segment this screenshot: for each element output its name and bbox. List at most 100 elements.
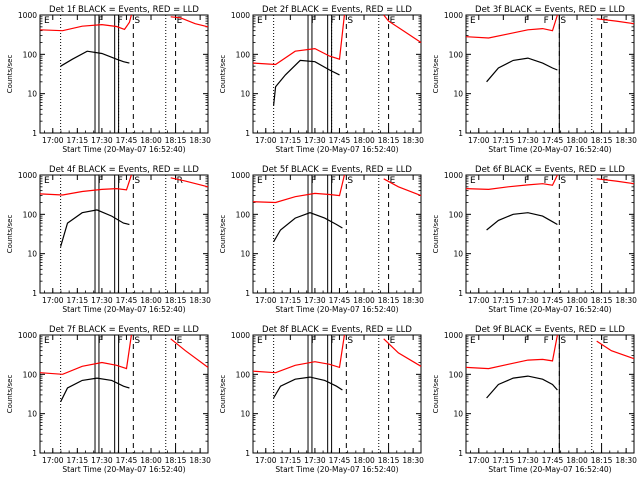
chart-panel-5: Det 5f BLACK = Events, RED = LLD 1 10 100 10… bbox=[219, 165, 424, 314]
series-lld-line bbox=[383, 14, 422, 43]
y-axis-label: Counts/sec bbox=[6, 375, 14, 414]
series-lld-line bbox=[465, 174, 558, 191]
y-tick-label: 100 bbox=[449, 210, 464, 219]
y-tick-label: 1000 bbox=[231, 171, 250, 180]
x-tick-label: 17:00 bbox=[42, 456, 64, 465]
marker-letter: S bbox=[347, 336, 353, 346]
series-lld-line bbox=[252, 334, 345, 374]
x-tick-label: 17:00 bbox=[468, 456, 490, 465]
x-axis-label: Start Time (20-May-07 16:52:40) bbox=[275, 145, 398, 154]
x-tick-label: 18:15 bbox=[165, 456, 187, 465]
x-tick-label: 17:30 bbox=[517, 456, 539, 465]
x-tick-label: 17:30 bbox=[304, 296, 326, 305]
chart-panel-6: Det 6f BLACK = Events, RED = LLD 1 10 100 10… bbox=[432, 165, 637, 314]
y-tick-label: 1 bbox=[245, 129, 250, 138]
x-tick-label: 18:15 bbox=[591, 296, 613, 305]
marker-letter: S bbox=[134, 336, 140, 346]
x-tick-label: 17:00 bbox=[468, 136, 490, 145]
x-tick-label: 18:30 bbox=[615, 296, 637, 305]
x-tick-label: 17:00 bbox=[255, 456, 277, 465]
x-tick-label: 18:30 bbox=[402, 456, 424, 465]
x-axis-label: Start Time (20-May-07 16:52:40) bbox=[62, 305, 185, 314]
x-tick-label: 17:15 bbox=[493, 296, 515, 305]
y-tick-label: 1000 bbox=[18, 171, 37, 180]
x-tick-label: 17:45 bbox=[329, 456, 351, 465]
marker-letter: E bbox=[44, 336, 50, 346]
marker-letter: S bbox=[134, 16, 140, 26]
x-tick-label: 17:30 bbox=[91, 296, 113, 305]
y-tick-label: 10 bbox=[240, 90, 250, 99]
x-tick-label: 17:15 bbox=[67, 456, 89, 465]
marker-letter: E bbox=[603, 16, 609, 26]
x-axis-label: Start Time (20-May-07 16:52:40) bbox=[62, 145, 185, 154]
chart-panel-7: Det 7f BLACK = Events, RED = LLD 1 10 100 10… bbox=[6, 325, 211, 474]
x-tick-label: 18:30 bbox=[402, 296, 424, 305]
marker-letter: E bbox=[177, 16, 183, 26]
marker-letter: E bbox=[470, 336, 476, 346]
x-tick-label: 18:15 bbox=[591, 136, 613, 145]
x-tick-label: 17:00 bbox=[255, 136, 277, 145]
x-tick-label: 18:30 bbox=[615, 136, 637, 145]
y-axis-label: Counts/sec bbox=[219, 375, 227, 414]
x-axis-label: Start Time (20-May-07 16:52:40) bbox=[275, 465, 398, 474]
x-tick-label: 17:45 bbox=[116, 456, 138, 465]
marker-letter: F bbox=[311, 176, 316, 186]
series-events-line bbox=[486, 375, 558, 399]
y-tick-label: 1000 bbox=[231, 331, 250, 340]
plot-frame bbox=[252, 334, 422, 454]
marker-letter: F bbox=[524, 336, 529, 346]
plot-frame bbox=[252, 14, 422, 134]
chart-title: Det 6f BLACK = Events, RED = LLD bbox=[475, 165, 625, 175]
marker-letter: F bbox=[98, 336, 103, 346]
x-tick-label: 17:30 bbox=[517, 296, 539, 305]
x-tick-label: 17:15 bbox=[280, 456, 302, 465]
marker-letter: F bbox=[544, 336, 549, 346]
y-tick-label: 1 bbox=[458, 449, 463, 458]
marker-letter: S bbox=[560, 176, 566, 186]
y-tick-label: 100 bbox=[236, 370, 251, 379]
plot-frame bbox=[39, 174, 209, 294]
chart-panel-8: Det 8f BLACK = Events, RED = LLD 1 10 100 10… bbox=[219, 325, 424, 474]
marker-letter: F bbox=[331, 176, 336, 186]
x-tick-label: 17:30 bbox=[304, 456, 326, 465]
x-tick-label: 18:00 bbox=[140, 136, 162, 145]
y-tick-label: 1 bbox=[32, 129, 37, 138]
series-lld-line bbox=[596, 18, 635, 25]
x-tick-label: 18:30 bbox=[402, 136, 424, 145]
x-axis-label: Start Time (20-May-07 16:52:40) bbox=[62, 465, 185, 474]
series-lld-line bbox=[252, 174, 345, 204]
marker-letter: E bbox=[603, 336, 609, 346]
y-tick-label: 1 bbox=[458, 289, 463, 298]
series-lld-line bbox=[39, 334, 132, 375]
x-axis-label: Start Time (20-May-07 16:52:40) bbox=[488, 465, 611, 474]
x-tick-label: 18:30 bbox=[615, 456, 637, 465]
marker-letter: F bbox=[118, 176, 123, 186]
x-tick-label: 18:00 bbox=[566, 136, 588, 145]
y-tick-label: 1 bbox=[245, 449, 250, 458]
marker-letter: F bbox=[98, 16, 103, 26]
plot-frame bbox=[252, 174, 422, 294]
series-events-line bbox=[273, 59, 340, 106]
x-tick-label: 18:00 bbox=[566, 456, 588, 465]
y-axis-label: Counts/sec bbox=[6, 55, 14, 94]
y-axis-label: Counts/sec bbox=[432, 215, 440, 254]
y-tick-label: 100 bbox=[23, 210, 38, 219]
y-tick-label: 1000 bbox=[231, 11, 250, 20]
x-tick-label: 17:00 bbox=[42, 296, 64, 305]
x-tick-label: 17:45 bbox=[329, 136, 351, 145]
chart-title: Det 7f BLACK = Events, RED = LLD bbox=[49, 325, 199, 335]
y-tick-label: 100 bbox=[23, 370, 38, 379]
x-tick-label: 18:00 bbox=[353, 456, 375, 465]
series-events-line bbox=[60, 377, 130, 403]
x-axis-label: Start Time (20-May-07 16:52:40) bbox=[488, 145, 611, 154]
x-tick-label: 18:15 bbox=[591, 456, 613, 465]
x-tick-label: 17:45 bbox=[542, 456, 564, 465]
x-tick-label: 18:30 bbox=[189, 136, 211, 145]
x-tick-label: 17:45 bbox=[542, 296, 564, 305]
x-tick-label: 17:30 bbox=[91, 456, 113, 465]
series-lld-line bbox=[252, 14, 345, 66]
chart-panel-2: Det 2f BLACK = Events, RED = LLD 1 10 100 10… bbox=[219, 5, 424, 154]
series-events-line bbox=[273, 212, 343, 243]
chart-title: Det 4f BLACK = Events, RED = LLD bbox=[49, 165, 199, 175]
